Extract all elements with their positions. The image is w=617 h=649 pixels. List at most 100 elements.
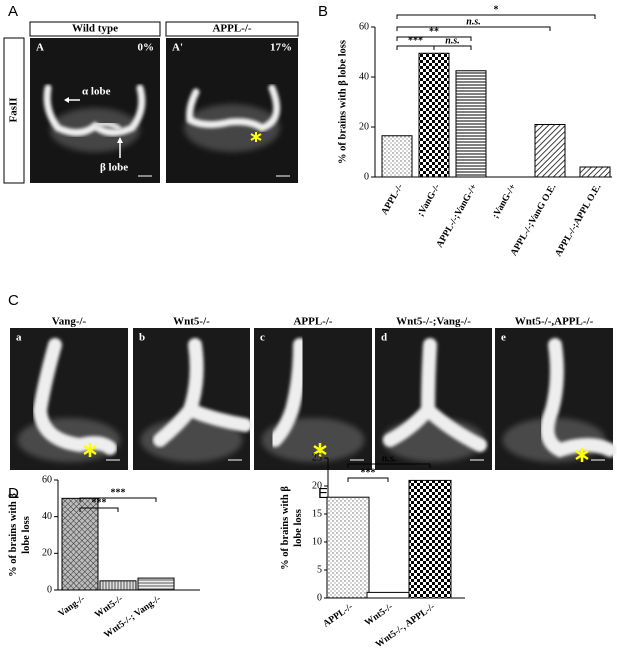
bar [137, 577, 175, 591]
x-tick-label: ;VanG-/+ [491, 183, 519, 221]
bar [408, 479, 452, 599]
asterisk-marker [83, 443, 97, 457]
image-letter: b [139, 332, 145, 344]
bar [381, 135, 413, 178]
x-tick-label: APPL-/-;APPL O.E. [554, 183, 604, 259]
bar [326, 496, 370, 599]
panel-label: B [318, 3, 328, 20]
lobe [32, 338, 117, 455]
lobe [268, 338, 307, 447]
panel-label: C [8, 292, 19, 309]
x-tick-label: Vang-/- [57, 594, 87, 619]
image-letter: d [381, 332, 387, 344]
panel-label: E [318, 485, 328, 502]
x-tick-label: Wnt5-/- [93, 594, 125, 620]
significance-label: * [494, 4, 499, 15]
header-box [29, 21, 161, 37]
y-tick-label: 60 [42, 474, 52, 485]
y-axis-label: lobe loss [21, 516, 32, 554]
significance-label: n.s. [382, 453, 396, 464]
significance-label: ** [429, 26, 439, 37]
arrow-head [117, 137, 123, 143]
micrograph [30, 38, 160, 183]
bar [455, 70, 487, 178]
y-tick-label: 0 [364, 171, 369, 182]
micrograph [166, 38, 298, 183]
bar [418, 52, 450, 178]
y-axis-label: lobe loss [293, 509, 304, 547]
y-axis-label: % of brains with β [8, 493, 19, 577]
significance-bracket [396, 26, 551, 31]
lobe [153, 338, 252, 447]
header: APPL-/- [212, 23, 251, 35]
bar [534, 124, 566, 178]
y-tick-label: 25 [312, 452, 322, 463]
significance-bracket [347, 463, 431, 468]
y-tick-label: 40 [359, 71, 369, 82]
image-header: Wnt5-/-;Vang-/- [396, 316, 471, 328]
asterisk-marker [575, 448, 589, 462]
y-tick-label: 20 [359, 121, 369, 132]
image-header: APPL-/- [293, 316, 332, 328]
image-header: Vang-/- [52, 316, 87, 328]
y-tick-label: 0 [317, 592, 322, 603]
bar [61, 497, 99, 591]
image-letter: a [16, 332, 22, 344]
significance-bracket [347, 477, 389, 482]
significance-bracket [79, 507, 119, 512]
header-box [165, 21, 299, 37]
y-tick-label: 15 [312, 508, 322, 519]
panel-c [10, 328, 617, 470]
y-tick-label: 20 [42, 548, 52, 559]
significance-label: n.s. [466, 16, 480, 27]
significance-label: *** [361, 467, 376, 478]
stain-box [3, 37, 25, 184]
image-percent: 0% [138, 42, 155, 54]
bar [99, 580, 137, 591]
y-tick-label: 20 [312, 480, 322, 491]
image-header: Wnt5-/- [173, 316, 210, 328]
x-tick-label: ;VanG-/- [416, 183, 442, 219]
image-percent: 17% [270, 42, 292, 54]
x-tick-label: APPL-/-;VanG-/+ [435, 183, 479, 250]
y-tick-label: 10 [312, 536, 322, 547]
lobe [383, 338, 487, 452]
asterisk-marker [250, 132, 262, 142]
arrow-head [64, 97, 69, 103]
image-letter: e [501, 332, 506, 344]
significance-bracket [396, 14, 596, 19]
x-tick-label: APPL-/-;VanG O.E. [509, 183, 558, 258]
y-tick-label: 40 [42, 511, 52, 522]
lobe [540, 338, 617, 458]
significance-bracket [433, 45, 472, 50]
arrow-label: β lobe [100, 162, 128, 174]
significance-bracket [396, 45, 435, 50]
y-tick-label: 60 [359, 21, 369, 32]
panel-label: D [8, 485, 19, 502]
stain: FasII [8, 97, 20, 122]
y-tick-label: 0 [47, 584, 52, 595]
asterisk-marker [313, 443, 327, 457]
y-axis-label: % of brains with β [280, 486, 291, 570]
x-tick-label: Wnt5-/- [363, 602, 395, 628]
image-letter: A' [172, 42, 183, 54]
bar [579, 166, 611, 178]
significance-label: *** [408, 35, 423, 46]
panel-label: A [8, 3, 18, 20]
x-tick-label: APPL-/- [322, 602, 355, 630]
x-tick-label: APPL-/- [380, 183, 406, 217]
image-letter: c [260, 332, 265, 344]
image-letter: A [36, 42, 44, 54]
significance-bracket [79, 497, 157, 502]
image-header: Wnt5-/-,APPL-/- [515, 316, 594, 328]
y-axis-label: % of brains with β lobe loss [337, 40, 348, 164]
bar [366, 591, 410, 599]
header: Wild type [72, 23, 118, 35]
significance-bracket [396, 36, 472, 41]
y-tick-label: 5 [317, 564, 322, 575]
significance-label: *** [92, 497, 107, 508]
arrow-label: α lobe [82, 86, 111, 98]
significance-label: n.s. [445, 35, 459, 46]
significance-label: *** [111, 487, 126, 498]
